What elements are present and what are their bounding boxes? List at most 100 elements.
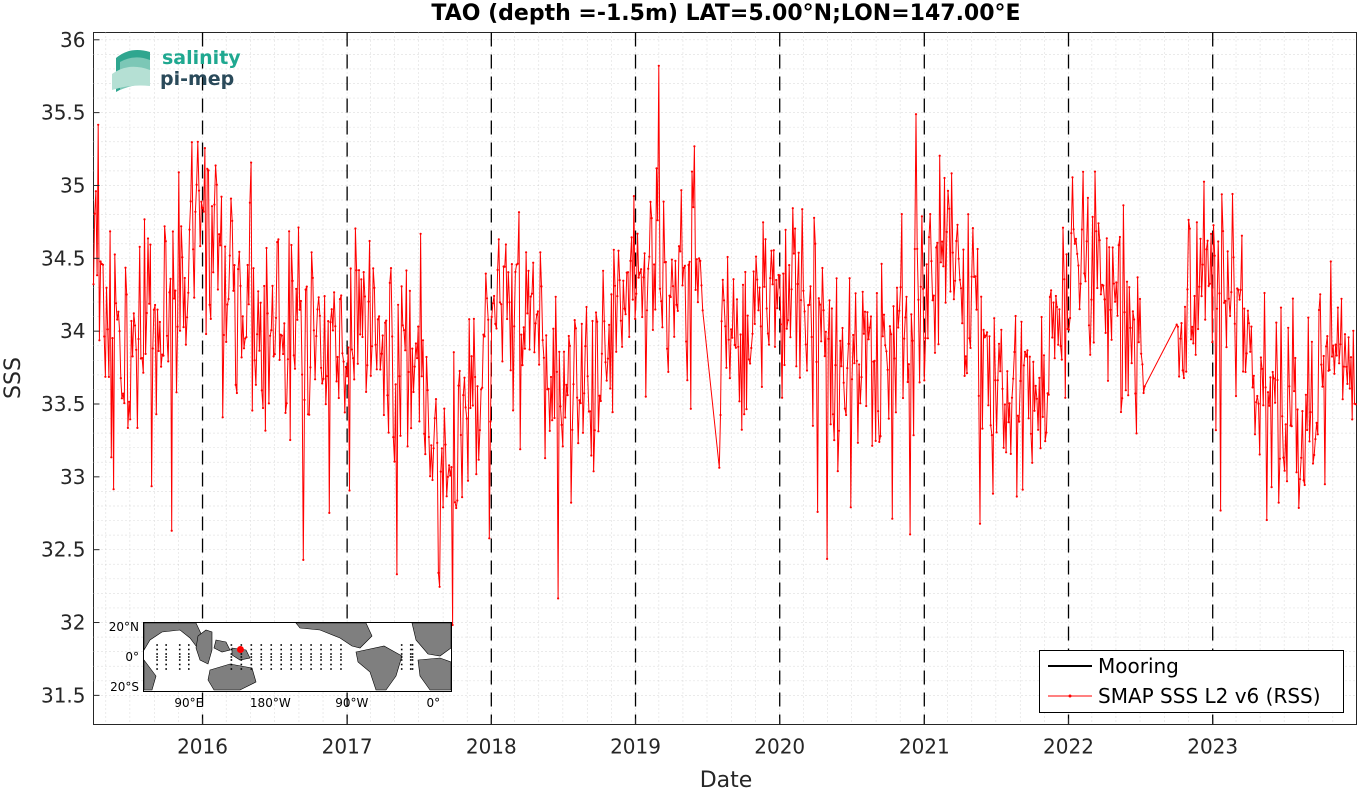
series-point-smap (763, 285, 766, 288)
series-point-smap (509, 369, 512, 372)
inset-mooring-point (310, 648, 312, 651)
series-point-smap (199, 245, 202, 248)
series-point-smap (1013, 350, 1016, 354)
series-point-smap (407, 370, 410, 374)
salinity-pimep-logo: salinity pi-mep (112, 47, 241, 92)
series-point-smap (585, 305, 588, 309)
series-point-smap (1325, 345, 1328, 348)
series-point-smap (899, 286, 902, 289)
series-point-smap (412, 390, 415, 394)
series-point-smap (495, 327, 498, 330)
series-point-smap (802, 289, 805, 292)
inset-mooring-point (250, 648, 253, 651)
series-point-smap (426, 389, 429, 392)
series-point-smap (822, 309, 825, 312)
series-point-smap (247, 303, 250, 306)
series-point-smap (114, 302, 118, 305)
series-point-smap (1104, 331, 1107, 334)
series-point-smap (504, 243, 507, 246)
series-point-smap (282, 352, 285, 356)
series-point-smap (758, 286, 761, 289)
series-point-smap (248, 201, 251, 204)
series-point-smap (1083, 272, 1086, 275)
series-point-smap (829, 423, 832, 426)
series-point-smap (1301, 410, 1304, 413)
series-point-smap (264, 429, 267, 432)
series-point-smap (1085, 240, 1088, 243)
series-point-smap (171, 230, 174, 233)
series-point-smap (312, 329, 315, 332)
series-point-smap (1138, 297, 1142, 301)
series-point-smap (641, 315, 644, 319)
series-point-smap (788, 264, 791, 267)
series-point-smap (238, 250, 241, 253)
series-point-smap (1255, 401, 1258, 404)
series-point-smap (362, 271, 365, 274)
inset-mooring-point (300, 668, 302, 670)
series-point-smap (612, 248, 615, 251)
series-point-smap (611, 411, 614, 414)
series-point-smap (525, 251, 528, 254)
series-point-smap (1175, 323, 1178, 326)
series-point-smap (868, 326, 871, 329)
series-point-smap (298, 308, 301, 311)
series-point-smap (1276, 378, 1279, 382)
series-point-smap (630, 236, 633, 239)
series-point-smap (1283, 469, 1286, 472)
series-point-smap (782, 272, 785, 275)
x-tick-label: 2023 (1187, 735, 1238, 759)
series-point-smap (959, 287, 963, 290)
series-point-smap (933, 351, 937, 354)
series-point-smap (120, 397, 123, 400)
series-point-smap (369, 374, 372, 377)
inset-mooring-point (260, 663, 263, 666)
series-point-smap (696, 301, 700, 304)
inset-mooring-point (280, 648, 282, 651)
series-point-smap (534, 322, 537, 325)
series-point-smap (667, 370, 670, 373)
series-point-smap (918, 381, 921, 384)
x-tick-label: 2018 (466, 735, 517, 759)
inset-mooring-point (165, 663, 167, 666)
series-point-smap (158, 320, 161, 324)
logo-text-salinity: salinity (162, 47, 241, 69)
series-point-smap (1061, 226, 1065, 229)
inset-mooring-point (187, 659, 190, 661)
series-point-smap (503, 265, 506, 268)
inset-mooring-point (409, 648, 412, 651)
series-point-smap (113, 253, 116, 256)
inset-mooring-point (165, 648, 167, 651)
series-point-smap (535, 313, 538, 316)
series-point-smap (978, 522, 982, 525)
series-point-smap (939, 261, 943, 264)
series-point-smap (430, 444, 433, 447)
series-point-smap (773, 345, 777, 348)
series-point-smap (1303, 483, 1306, 487)
series-point-smap (743, 413, 746, 416)
series-point-smap (380, 352, 383, 355)
series-point-smap (944, 301, 947, 304)
series-point-smap (170, 529, 173, 532)
series-point-smap (1227, 297, 1230, 300)
series-point-smap (494, 322, 497, 325)
series-point-smap (932, 294, 935, 297)
series-point-smap (579, 402, 582, 405)
series-point-smap (192, 248, 195, 251)
series-point-smap (1263, 291, 1266, 295)
series-point-smap (1073, 242, 1076, 245)
series-point-smap (661, 326, 664, 329)
series-point-smap (597, 430, 600, 433)
series-point-smap (942, 265, 945, 268)
series-point-smap (206, 167, 209, 170)
inset-mooring-point (230, 653, 233, 655)
series-point-smap (1199, 237, 1202, 240)
series-point-smap (137, 337, 140, 341)
series-point-smap (917, 298, 920, 301)
series-point-smap (1064, 396, 1067, 399)
series-point-smap (1328, 368, 1331, 372)
series-point-smap (1195, 221, 1198, 224)
series-point-smap (116, 318, 119, 321)
series-point-smap (568, 344, 572, 347)
series-point-smap (999, 370, 1002, 373)
series-point-smap (576, 396, 579, 399)
